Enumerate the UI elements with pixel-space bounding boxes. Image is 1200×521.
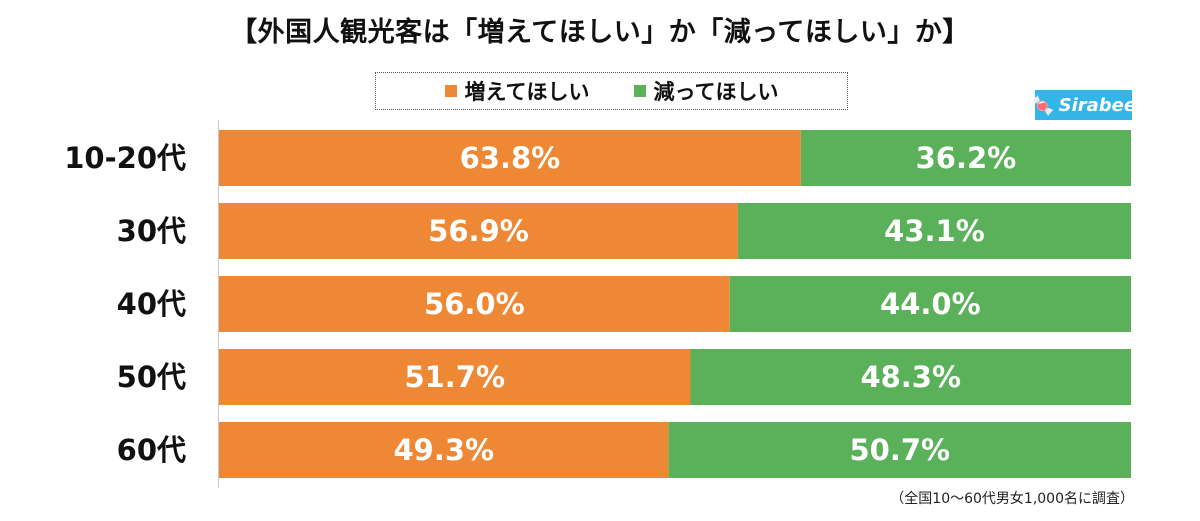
bar-increase: [219, 130, 801, 186]
bar-increase: [219, 422, 669, 478]
bar-decrease: [800, 130, 1131, 186]
bar-increase: [219, 349, 691, 405]
sirabee-logo-icon: 🍬: [1030, 94, 1055, 117]
data-label-decrease: 48.3%: [860, 360, 961, 394]
bar-increase: [219, 203, 738, 259]
data-label-decrease: 44.0%: [880, 287, 981, 321]
logo-text: Sirabee: [1058, 94, 1137, 116]
legend-swatch-decrease: [633, 85, 646, 97]
data-label-increase: 56.9%: [428, 214, 529, 248]
legend-swatch-increase: [444, 85, 457, 97]
bar-decrease: [737, 203, 1131, 259]
data-label-increase: 56.0%: [424, 287, 525, 321]
bar-decrease: [690, 349, 1131, 405]
bar-increase: [219, 276, 730, 332]
legend-item-decrease: 減ってほしい: [633, 76, 779, 106]
data-label-decrease: 50.7%: [850, 433, 951, 467]
data-label-increase: 63.8%: [460, 141, 561, 175]
legend: 増えてほしい 減ってほしい: [375, 72, 848, 110]
data-label-decrease: 36.2%: [916, 141, 1017, 175]
sirabee-logo: 🍬 Sirabee: [1031, 90, 1136, 120]
category-label: 40代: [117, 287, 186, 321]
bar-decrease: [668, 422, 1131, 478]
category-label: 50代: [117, 360, 186, 394]
data-label-increase: 51.7%: [404, 360, 505, 394]
legend-label-increase: 増えてほしい: [464, 80, 590, 104]
data-label-decrease: 43.1%: [884, 214, 985, 248]
category-label: 10-20代: [64, 141, 186, 175]
data-label-increase: 49.3%: [394, 433, 495, 467]
bar-decrease: [729, 276, 1131, 332]
survey-note: （全国10〜60代男女1,000名に調査）: [890, 491, 1134, 507]
chart-title: 【外国人観光客は「増えてほしい」か「減ってほしい」か】: [230, 17, 970, 48]
category-label: 60代: [117, 433, 186, 467]
legend-label-decrease: 減ってほしい: [653, 80, 779, 104]
category-label: 30代: [117, 214, 186, 248]
legend-item-increase: 増えてほしい: [444, 76, 590, 106]
